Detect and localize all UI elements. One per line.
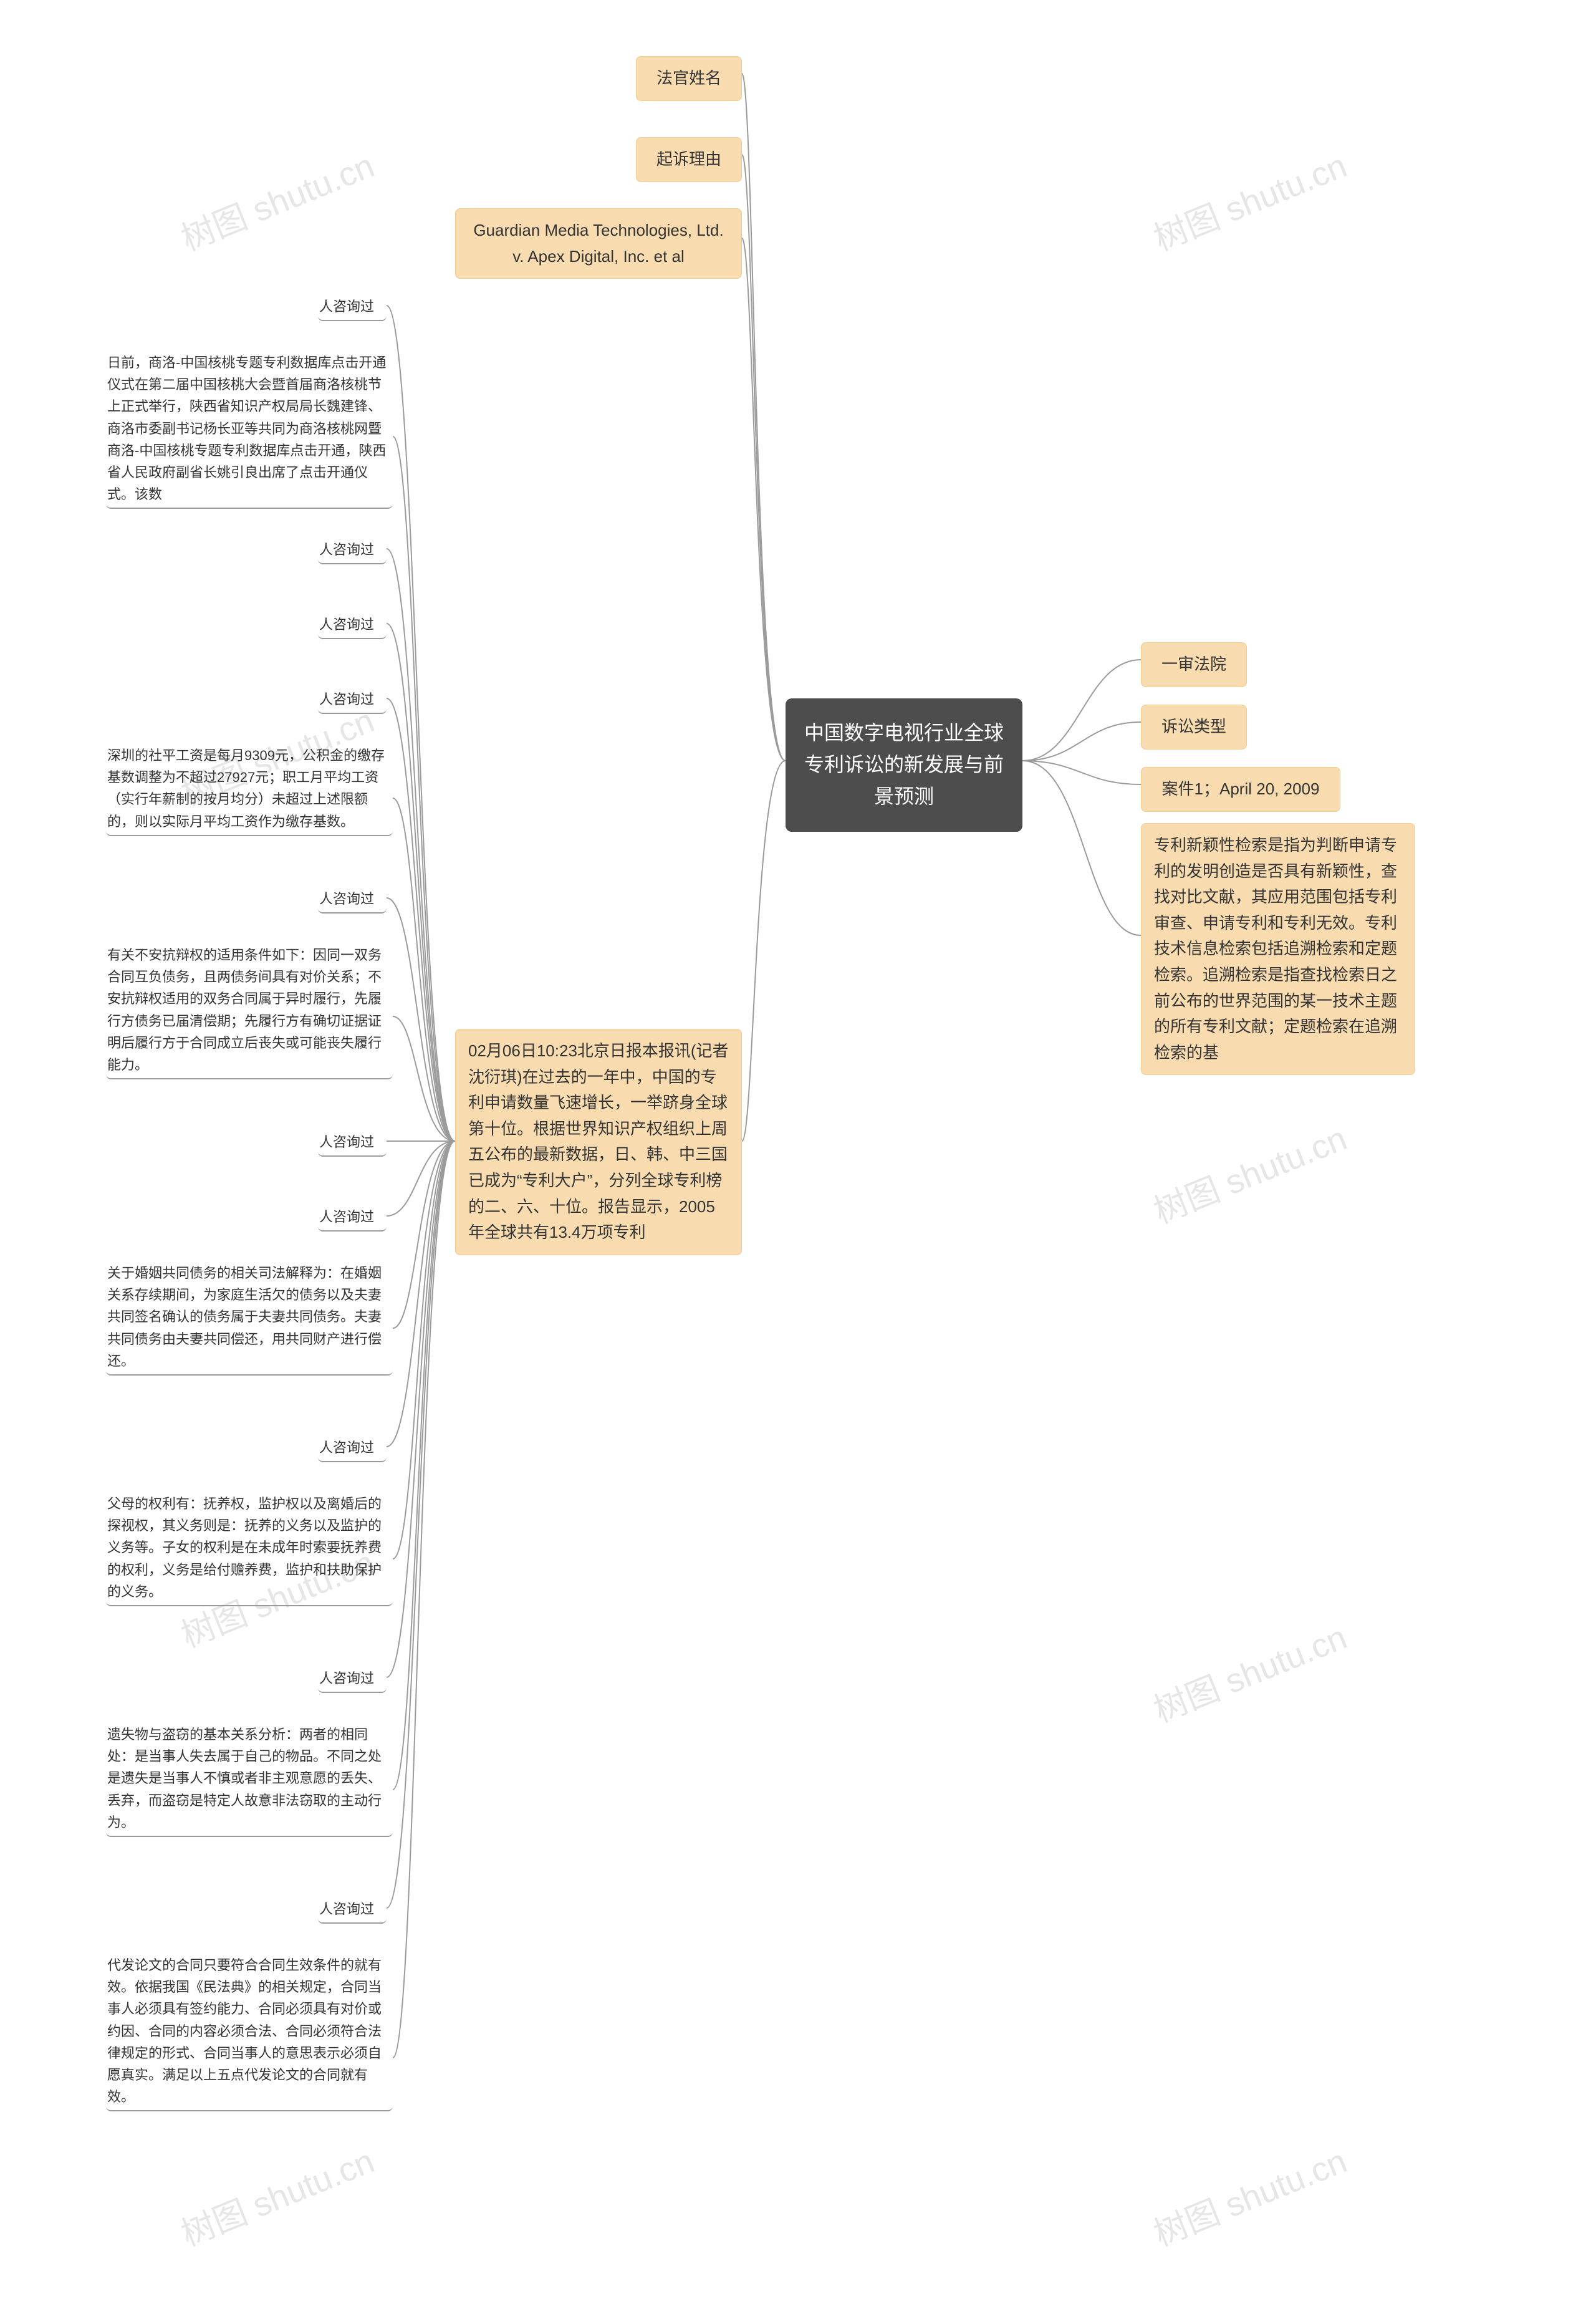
left-node-reason[interactable]: 起诉理由	[636, 137, 742, 182]
center-node[interactable]: 中国数字电视行业全球专利诉讼的新发展与前景预测	[786, 698, 1022, 832]
leaf-consulted[interactable]: 人咨询过	[318, 1434, 387, 1462]
mindmap-canvas: 树图 shutu.cn 树图 shutu.cn 树图 shutu.cn 树图 s…	[0, 0, 1596, 2319]
hub-node[interactable]: 02月06日10:23北京日报本报讯(记者沈衍琪)在过去的一年中，中国的专利申请…	[455, 1029, 742, 1255]
leaf-marriage-debt[interactable]: 关于婚姻共同债务的相关司法解释为：在婚姻关系存续期间，为家庭生活欠的债务以及夫妻…	[106, 1260, 393, 1376]
leaf-consulted[interactable]: 人咨询过	[318, 1129, 387, 1157]
leaf-consulted[interactable]: 人咨询过	[318, 885, 387, 914]
leaf-consulted[interactable]: 人咨询过	[318, 611, 387, 639]
leaf-shangluo[interactable]: 日前，商洛-中国核桃专题专利数据库点击开通仪式在第二届中国核桃大会暨首届商洛核桃…	[106, 349, 393, 509]
leaf-consulted[interactable]: 人咨询过	[318, 536, 387, 564]
watermark: 树图 shutu.cn	[1145, 2134, 1353, 2256]
leaf-consulted[interactable]: 人咨询过	[318, 1203, 387, 1232]
leaf-shenzhen[interactable]: 深圳的社平工资是每月9309元，公积金的缴存基数调整为不超过27927元；职工月…	[106, 742, 393, 836]
watermark: 树图 shutu.cn	[173, 138, 380, 261]
right-node-novelty[interactable]: 专利新颖性检索是指为判断申请专利的发明创造是否具有新颖性，查找对比文献，其应用范…	[1141, 823, 1415, 1075]
watermark: 树图 shutu.cn	[1145, 1610, 1353, 1732]
right-node-case1[interactable]: 案件1；April 20, 2009	[1141, 767, 1340, 812]
left-node-guardian[interactable]: Guardian Media Technologies, Ltd. v. Ape…	[455, 208, 742, 279]
leaf-defense[interactable]: 有关不安抗辩权的适用条件如下：因同一双务合同互负债务，且两债务间具有对价关系；不…	[106, 942, 393, 1079]
right-node-court[interactable]: 一审法院	[1141, 642, 1247, 687]
watermark: 树图 shutu.cn	[173, 2134, 380, 2256]
left-node-judge[interactable]: 法官姓名	[636, 56, 742, 101]
watermark: 树图 shutu.cn	[1145, 138, 1353, 261]
right-node-type[interactable]: 诉讼类型	[1141, 705, 1247, 750]
leaf-consulted[interactable]: 人咨询过	[318, 293, 387, 321]
leaf-parent-rights[interactable]: 父母的权利有：抚养权，监护权以及离婚后的探视权，其义务则是：抚养的义务以及监护的…	[106, 1490, 393, 1606]
leaf-consulted[interactable]: 人咨询过	[318, 1896, 387, 1924]
leaf-lost-theft[interactable]: 遗失物与盗窃的基本关系分析：两者的相同处：是当事人失去属于自己的物品。不同之处是…	[106, 1721, 393, 1837]
watermark: 树图 shutu.cn	[1145, 1111, 1353, 1233]
leaf-consulted[interactable]: 人咨询过	[318, 686, 387, 714]
leaf-consulted[interactable]: 人咨询过	[318, 1665, 387, 1693]
leaf-contract[interactable]: 代发论文的合同只要符合合同生效条件的就有效。依据我国《民法典》的相关规定，合同当…	[106, 1952, 393, 2111]
